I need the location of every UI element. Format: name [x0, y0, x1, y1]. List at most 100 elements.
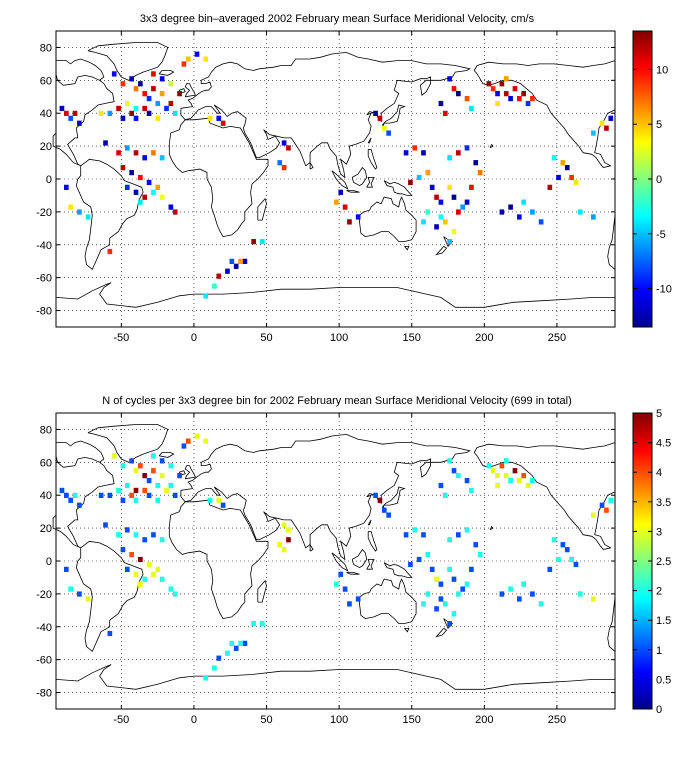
data-bin — [377, 115, 383, 121]
y-tick-label: -80 — [36, 306, 52, 318]
data-bin — [608, 115, 614, 121]
data-bin — [451, 576, 457, 582]
x-tick-label: 100 — [330, 714, 348, 726]
cycles-count-map-panel: N of cycles per 3x3 degree bin for 2002 … — [36, 395, 671, 726]
data-bin — [259, 621, 265, 627]
data-bin — [503, 76, 509, 82]
data-bin — [495, 473, 500, 479]
data-bin — [604, 125, 609, 131]
colorbar-tick-label: 2 — [656, 586, 662, 598]
data-bin — [133, 532, 139, 538]
data-bin — [129, 169, 134, 176]
data-bin — [155, 184, 161, 190]
coastline — [75, 540, 144, 653]
coastline-outlines — [52, 424, 616, 690]
data-bin — [124, 184, 130, 190]
map-axes-frame — [55, 412, 616, 710]
x-tick-label: 250 — [548, 332, 566, 344]
coastline — [87, 42, 169, 81]
chart-title: 3x3 degree bin–averaged 2002 February me… — [140, 13, 535, 25]
data-bin — [530, 95, 535, 102]
coastline — [367, 137, 372, 144]
data-bin — [63, 566, 69, 572]
colorbar-tick-label: 3 — [656, 526, 662, 538]
data-bin — [469, 566, 474, 572]
data-bin — [495, 91, 500, 97]
data-bin — [551, 537, 557, 543]
coastline — [346, 572, 360, 575]
data-bin — [547, 566, 553, 572]
coastline — [383, 562, 413, 578]
data-bin — [142, 194, 148, 200]
data-bin — [159, 576, 165, 582]
data-bin — [277, 160, 283, 166]
data-bin — [464, 95, 470, 102]
data-bin — [142, 576, 148, 582]
data-bin — [85, 214, 91, 220]
coastline — [607, 215, 616, 270]
coastline — [158, 452, 175, 458]
data-bin — [577, 209, 583, 215]
data-bin — [124, 100, 130, 107]
data-bin — [338, 189, 344, 195]
data-bin — [159, 91, 165, 97]
data-bin — [168, 100, 174, 107]
data-bin — [347, 601, 352, 607]
colorbar-tick-label: 2.5 — [656, 556, 671, 568]
data-bin — [142, 487, 148, 494]
y-tick-label: 40 — [40, 108, 52, 120]
x-tick-label: 200 — [475, 332, 493, 344]
data-bin — [146, 477, 152, 484]
data-bin — [477, 169, 483, 176]
data-bin — [146, 95, 152, 102]
data-bin — [129, 458, 134, 464]
data-bin — [151, 71, 156, 77]
data-bin — [212, 283, 217, 289]
data-bin — [425, 209, 431, 215]
data-bin — [591, 596, 596, 602]
data-bin — [146, 110, 152, 116]
data-bin — [456, 209, 461, 215]
y-tick-label: 60 — [40, 75, 52, 87]
data-bin — [373, 110, 378, 116]
data-bin — [151, 150, 156, 156]
data-bin — [429, 184, 435, 190]
data-bin — [194, 51, 200, 57]
data-bin — [451, 194, 457, 200]
y-tick-label: -80 — [36, 688, 52, 700]
data-bin — [142, 105, 148, 112]
data-bin — [381, 507, 387, 513]
data-bin — [138, 463, 143, 469]
data-bin — [386, 130, 391, 136]
colorbar-tick-label: 0 — [656, 174, 662, 186]
coastline — [366, 559, 375, 570]
data-bin — [103, 522, 108, 528]
data-bin — [98, 110, 104, 116]
data-bin — [138, 174, 143, 181]
data-bin — [133, 468, 139, 474]
x-tick-label: -50 — [113, 714, 129, 726]
data-bin — [107, 492, 113, 498]
data-bin — [516, 95, 522, 102]
data-bin — [216, 273, 222, 279]
data-bin — [207, 115, 213, 121]
data-bin — [107, 110, 113, 116]
data-bin — [508, 95, 513, 102]
data-bin — [129, 492, 134, 498]
x-tick-label: 150 — [403, 714, 421, 726]
coastline — [158, 70, 175, 76]
data-bin — [238, 258, 243, 264]
data-bin — [425, 169, 431, 176]
coastline — [184, 465, 196, 480]
colorbar-ticks: 5 4.5 4 3.5 3 2.5 2 1.5 1 0.5 0 — [633, 408, 671, 716]
data-bin — [72, 110, 78, 116]
coastline — [367, 531, 378, 552]
data-bin — [438, 214, 444, 220]
data-bin — [442, 110, 448, 116]
data-bin — [281, 165, 287, 171]
coastline — [367, 149, 378, 170]
data-bin — [203, 56, 209, 62]
data-bin — [591, 130, 596, 136]
data-bin — [569, 174, 574, 181]
data-bin — [451, 86, 457, 92]
